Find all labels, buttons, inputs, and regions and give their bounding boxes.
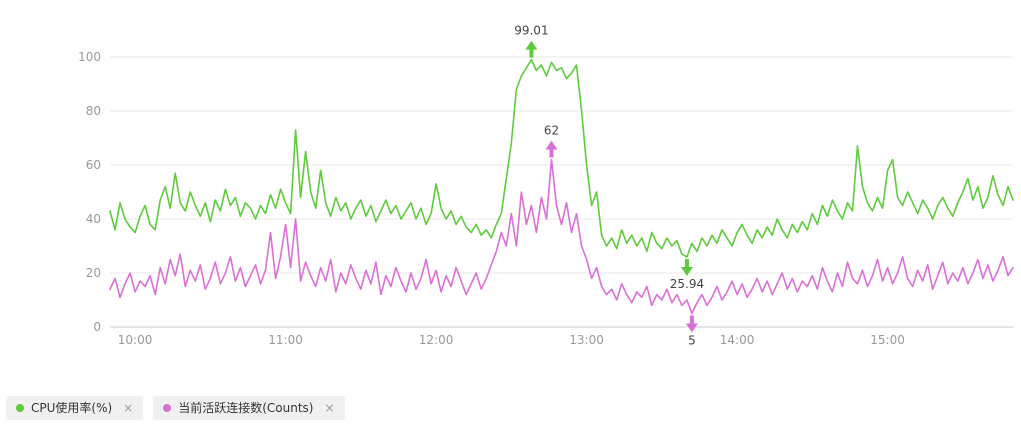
series-line-0 [109,58,1014,258]
y-tick-label: 40 [86,212,101,226]
x-tick-label: 10:00 [118,333,153,347]
marker-max-arrow-icon [545,140,558,158]
y-tick-label: 100 [78,50,101,64]
legend-tag-cpu[interactable]: CPU使用率(%) × [6,396,144,420]
x-tick-label: 11:00 [268,333,303,347]
monitoring-chart[interactable]: 0 20 40 60 80 100 10:00 11:00 12:00 13:00 14:00 15:… [0,0,1021,370]
marker-min-arrow-icon [685,315,698,333]
legend-tag-connections[interactable]: 当前活跃连接数(Counts) × [153,396,345,420]
x-tick-label: 15:00 [870,333,905,347]
marker-min-arrow-icon [680,258,693,276]
marker-max-label: 62 [544,124,559,138]
x-tick-label: 14:00 [720,333,755,347]
x-tick-label: 13:00 [569,333,604,347]
chart-canvas[interactable]: 0 20 40 60 80 100 10:00 11:00 12:00 13:00 14:00 15:… [0,0,1021,370]
connections-series-dot-icon [163,404,172,412]
y-tick-label: 20 [86,266,101,280]
series-line-1 [109,158,1014,315]
marker-max-arrow-icon [525,40,538,58]
y-tick-label: 80 [86,104,101,118]
marker-max-label: 99.01 [514,24,548,38]
legend-label-cpu: CPU使用率(%) [31,401,113,415]
legend-label-connections: 当前活跃连接数(Counts) [178,401,314,415]
legend: CPU使用率(%) × 当前活跃连接数(Counts) × [6,396,345,420]
marker-min-label: 25.94 [670,277,704,291]
marker-min-label: 5 [688,334,696,348]
y-tick-label: 60 [86,158,101,172]
cpu-series-dot-icon [16,404,24,412]
y-tick-label: 0 [93,320,101,334]
close-icon[interactable]: × [324,401,335,415]
x-tick-label: 12:00 [419,333,454,347]
close-icon[interactable]: × [123,401,134,415]
